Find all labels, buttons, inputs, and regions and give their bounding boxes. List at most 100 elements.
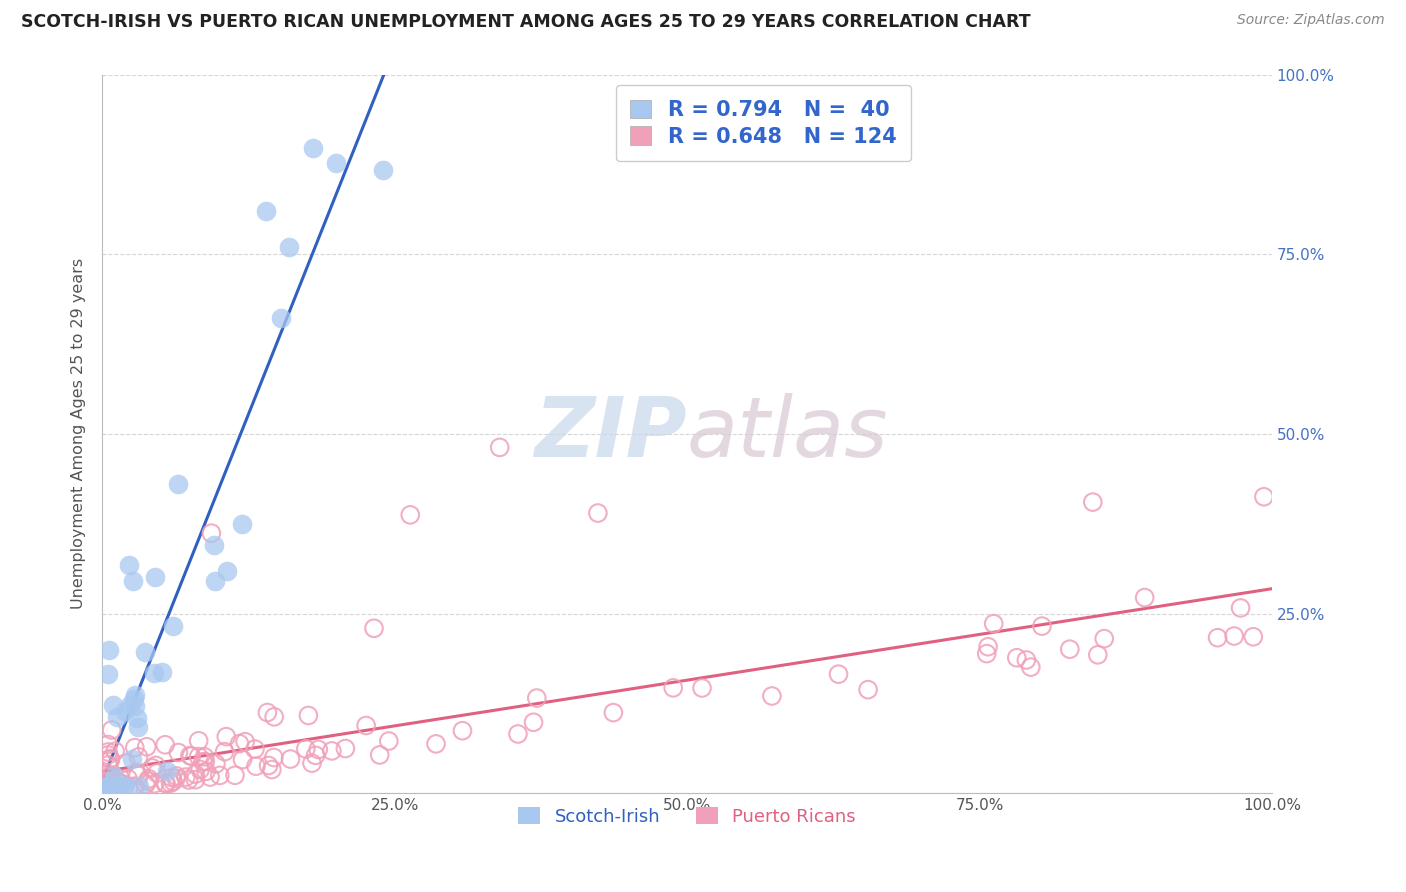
Point	[101, 782, 124, 797]
Point	[127, 768, 149, 782]
Point	[100, 769, 122, 783]
Point	[97, 776, 120, 790]
Point	[1133, 591, 1156, 605]
Point	[100, 753, 122, 767]
Point	[97, 758, 120, 772]
Point	[142, 665, 165, 680]
Point	[195, 764, 218, 779]
Point	[97, 770, 120, 784]
Point	[150, 665, 173, 679]
Point	[188, 763, 211, 777]
Point	[105, 782, 128, 797]
Point	[167, 746, 190, 760]
Point	[145, 570, 167, 584]
Text: SCOTCH-IRISH VS PUERTO RICAN UNEMPLOYMENT AMONG AGES 25 TO 29 YEARS CORRELATION : SCOTCH-IRISH VS PUERTO RICAN UNEMPLOYMEN…	[21, 13, 1031, 31]
Point	[506, 727, 529, 741]
Point	[135, 739, 157, 754]
Point	[215, 730, 238, 744]
Point	[254, 203, 277, 218]
Point	[205, 756, 228, 771]
Point	[107, 782, 129, 797]
Point	[228, 737, 250, 751]
Point	[121, 574, 143, 589]
Point	[110, 777, 132, 791]
Point	[231, 516, 253, 531]
Point	[263, 750, 285, 764]
Point	[107, 774, 129, 789]
Point	[977, 640, 1000, 654]
Point	[174, 770, 197, 784]
Point	[245, 759, 267, 773]
Point	[128, 779, 150, 793]
Point	[97, 779, 120, 793]
Point	[124, 688, 146, 702]
Point	[114, 704, 136, 718]
Point	[1223, 629, 1246, 643]
Point	[1059, 642, 1081, 657]
Point	[363, 621, 385, 635]
Point	[335, 741, 357, 756]
Point	[122, 779, 145, 793]
Point	[256, 706, 278, 720]
Point	[159, 776, 181, 790]
Point	[127, 720, 149, 734]
Point	[1019, 660, 1042, 674]
Point	[162, 774, 184, 789]
Point	[135, 777, 157, 791]
Point	[118, 558, 141, 573]
Point	[97, 774, 120, 789]
Point	[114, 756, 136, 771]
Point	[586, 506, 609, 520]
Point	[354, 718, 377, 732]
Point	[97, 779, 120, 793]
Point	[97, 738, 120, 752]
Point	[1005, 650, 1028, 665]
Point	[155, 777, 177, 791]
Point	[107, 779, 129, 793]
Point	[301, 141, 323, 155]
Point	[1031, 619, 1053, 633]
Point	[146, 766, 169, 780]
Point	[1229, 601, 1251, 615]
Point	[103, 769, 125, 783]
Point	[204, 574, 226, 588]
Point	[1206, 631, 1229, 645]
Point	[124, 780, 146, 794]
Point	[198, 770, 221, 784]
Point	[307, 742, 329, 756]
Point	[103, 698, 125, 713]
Point	[101, 778, 124, 792]
Point	[97, 778, 120, 792]
Point	[690, 681, 713, 695]
Point	[217, 564, 239, 578]
Point	[233, 735, 256, 749]
Point	[224, 768, 246, 782]
Point	[301, 756, 323, 771]
Point	[304, 748, 326, 763]
Point	[1253, 490, 1275, 504]
Point	[200, 526, 222, 541]
Point	[231, 753, 253, 767]
Point	[101, 779, 124, 793]
Point	[104, 744, 127, 758]
Text: atlas: atlas	[688, 393, 889, 475]
Point	[101, 777, 124, 791]
Point	[125, 765, 148, 780]
Point	[761, 689, 783, 703]
Point	[112, 779, 135, 793]
Point	[105, 709, 128, 723]
Point	[278, 240, 301, 254]
Point	[321, 744, 343, 758]
Point	[602, 706, 624, 720]
Point	[187, 733, 209, 747]
Point	[270, 310, 292, 325]
Point	[662, 681, 685, 695]
Point	[98, 751, 121, 765]
Point	[488, 441, 510, 455]
Point	[522, 715, 544, 730]
Point	[117, 781, 139, 796]
Point	[451, 723, 474, 738]
Point	[141, 761, 163, 775]
Point	[143, 777, 166, 791]
Point	[100, 723, 122, 737]
